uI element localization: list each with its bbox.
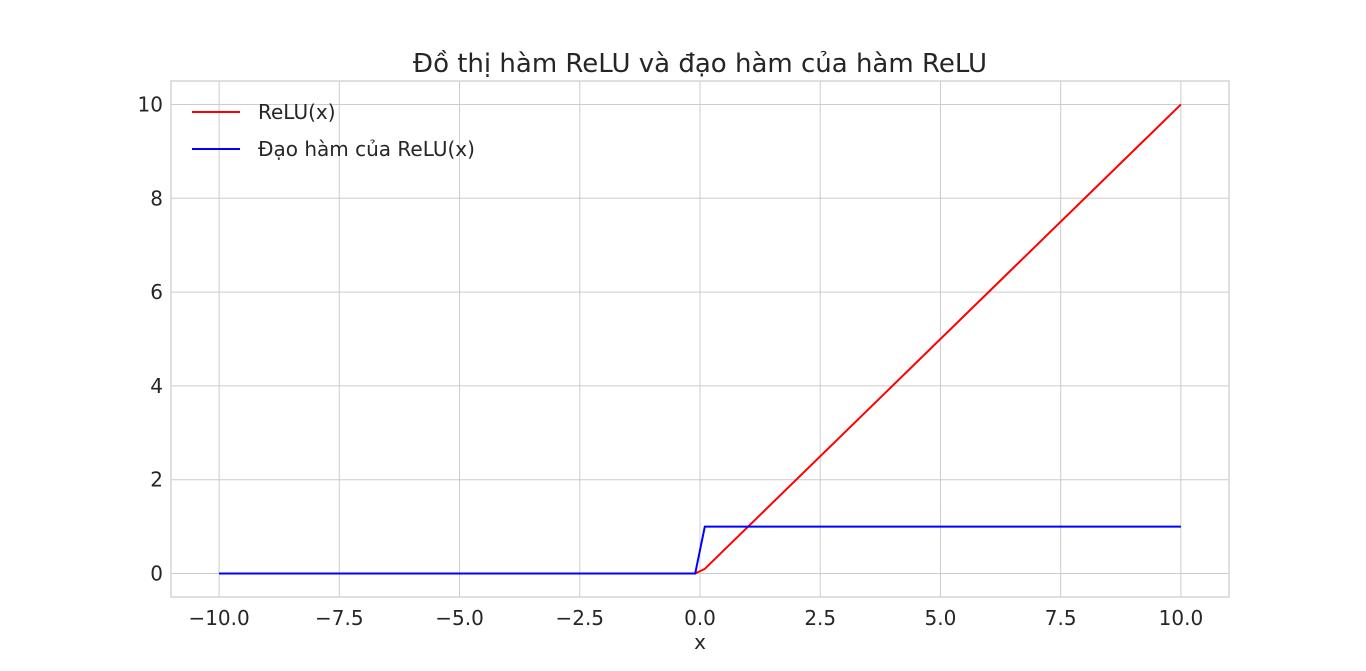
x-tick-label: −10.0 xyxy=(188,606,249,630)
legend-label-0: ReLU(x) xyxy=(258,100,336,124)
y-tick-label: 0 xyxy=(150,562,163,586)
chart-title: Đồ thị hàm ReLU và đạo hàm của hàm ReLU xyxy=(413,49,987,79)
series-line-1 xyxy=(219,525,1181,575)
plot-frame xyxy=(170,80,1230,598)
legend: ReLU(x) Đạo hàm của ReLU(x) xyxy=(192,100,475,161)
x-tick-label: 2.5 xyxy=(804,606,836,630)
x-tick-label: 10.0 xyxy=(1159,606,1204,630)
legend-label-1: Đạo hàm của ReLU(x) xyxy=(258,137,475,161)
x-tick-labels: −10.0 −7.5 −5.0 −2.5 0.0 2.5 5.0 7.5 10.0 xyxy=(188,606,1203,630)
x-axis-label: x xyxy=(694,630,706,654)
y-tick-label: 6 xyxy=(150,280,163,304)
x-tick-label: 7.5 xyxy=(1045,606,1077,630)
grid xyxy=(171,81,1229,597)
y-tick-label: 8 xyxy=(150,186,163,210)
x-tick-label: −7.5 xyxy=(315,606,364,630)
y-tick-labels: 0 2 4 6 8 10 xyxy=(138,92,163,585)
series-lines xyxy=(219,103,1182,575)
x-tick-label: 0.0 xyxy=(684,606,716,630)
y-tick-label: 2 xyxy=(150,468,163,492)
x-tick-label: −2.5 xyxy=(555,606,604,630)
y-tick-label: 4 xyxy=(150,374,163,398)
y-tick-label: 10 xyxy=(138,92,163,116)
x-tick-label: −5.0 xyxy=(435,606,484,630)
x-tick-label: 5.0 xyxy=(925,606,957,630)
